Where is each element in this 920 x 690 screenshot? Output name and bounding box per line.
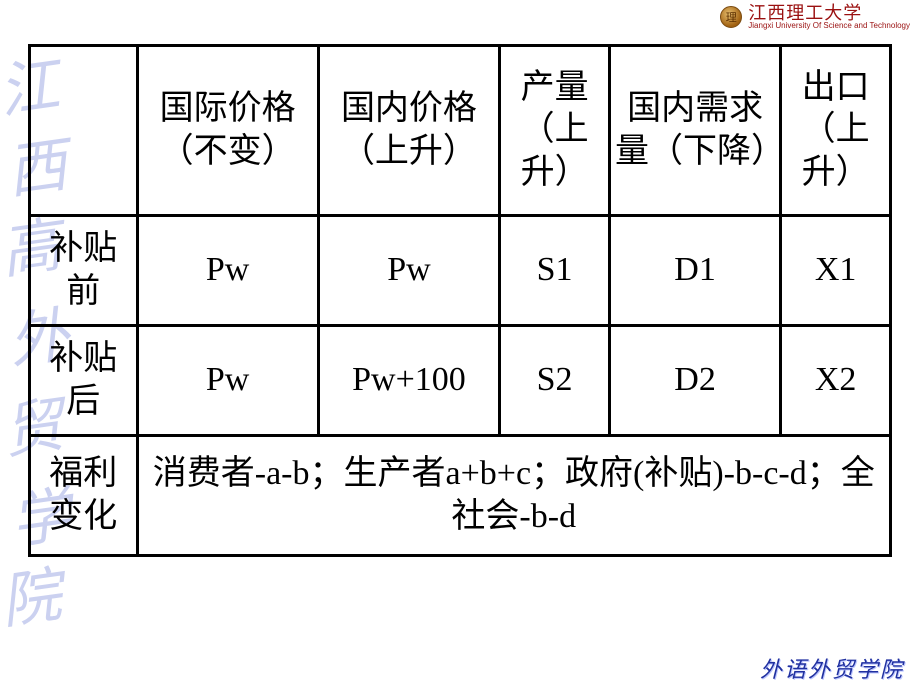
welfare-text: 消费者-a-b；生产者a+b+c；政府(补贴)-b-c-d；全社会-b-d [137,436,891,556]
cell: X2 [781,326,891,436]
header-intl-price: 国际价格（不变） [137,46,318,216]
cell: S2 [500,326,610,436]
cell: Pw [137,216,318,326]
footer-school-name: 外语外贸学院 [760,652,904,684]
header-domestic-price: 国内价格（上升） [318,46,500,216]
row-label-before: 补贴前 [30,216,138,326]
university-name-en: Jiangxi University Of Science and Techno… [748,22,910,30]
cell: D1 [609,216,780,326]
header-blank [30,46,138,216]
table-welfare-row: 福利变化 消费者-a-b；生产者a+b+c；政府(补贴)-b-c-d；全社会-b… [30,436,891,556]
table-header-row: 国际价格（不变） 国内价格（上升） 产量（上升） 国内需求量（下降） 出口（上升… [30,46,891,216]
header-output: 产量（上升） [500,46,610,216]
header-export: 出口（上升） [781,46,891,216]
university-name-cn: 江西理工大学 [748,4,910,22]
wm-char: 院 [0,546,66,641]
table-row: 补贴后 Pw Pw+100 S2 D2 X2 [30,326,891,436]
cell: Pw+100 [318,326,500,436]
cell: D2 [609,326,780,436]
row-label-after: 补贴后 [30,326,138,436]
cell: Pw [137,326,318,436]
subsidy-effects-table: 国际价格（不变） 国内价格（上升） 产量（上升） 国内需求量（下降） 出口（上升… [28,44,892,557]
header-domestic-demand: 国内需求量（下降） [609,46,780,216]
university-logo: 江西理工大学 Jiangxi University Of Science and… [720,4,910,30]
row-label-welfare: 福利变化 [30,436,138,556]
table-row: 补贴前 Pw Pw S1 D1 X1 [30,216,891,326]
cell: X1 [781,216,891,326]
university-badge-icon [720,6,742,28]
cell: S1 [500,216,610,326]
cell: Pw [318,216,500,326]
